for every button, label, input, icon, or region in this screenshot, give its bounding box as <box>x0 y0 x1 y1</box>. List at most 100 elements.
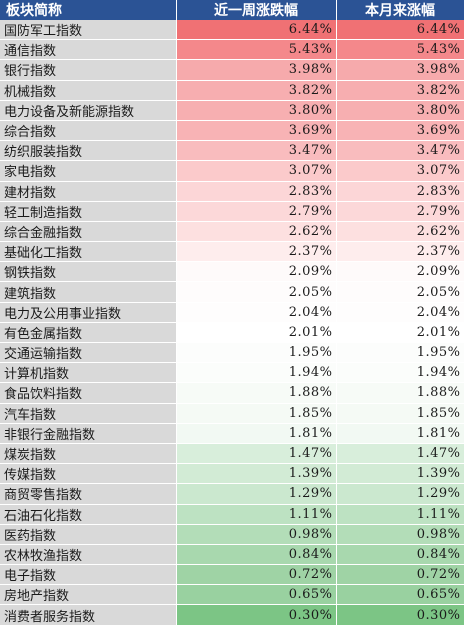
week-change-cell: 2.09% <box>176 261 337 283</box>
sector-name-cell: 综合指数 <box>0 120 177 142</box>
table-row: 钢铁指数 2.09% 2.09% <box>0 261 464 283</box>
table-row: 非银行金融指数 1.81% 1.81% <box>0 423 464 444</box>
table-row: 房地产指数 0.65% 0.65% <box>0 584 464 606</box>
sector-name-cell: 煤炭指数 <box>0 443 177 465</box>
sector-name-cell: 电子指数 <box>0 564 177 586</box>
table-row: 轻工制造指数 2.79% 2.79% <box>0 201 464 222</box>
week-change-cell: 0.84% <box>176 544 337 566</box>
table-row: 电子指数 0.72% 0.72% <box>0 564 464 586</box>
table-row: 电力设备及新能源指数 3.80% 3.80% <box>0 100 464 121</box>
table-row: 医药指数 0.98% 0.98% <box>0 524 464 545</box>
sector-name-cell: 电力设备及新能源指数 <box>0 100 177 121</box>
table-row: 农林牧渔指数 0.84% 0.84% <box>0 544 464 566</box>
month-change-cell: 1.85% <box>336 403 464 424</box>
month-change-cell: 6.44% <box>336 20 464 41</box>
week-change-cell: 1.29% <box>176 483 337 505</box>
sector-name-cell: 石油石化指数 <box>0 504 177 525</box>
week-change-cell: 2.83% <box>176 181 337 202</box>
sector-name-cell: 机械指数 <box>0 80 177 101</box>
sector-name-cell: 钢铁指数 <box>0 261 177 283</box>
month-change-cell: 3.07% <box>336 160 464 182</box>
table-row: 建筑指数 2.05% 2.05% <box>0 281 464 303</box>
month-change-cell: 1.47% <box>336 443 464 465</box>
table-row: 消费者服务指数 0.30% 0.30% <box>0 604 464 626</box>
table-row: 电力及公用事业指数 2.04% 2.04% <box>0 302 464 323</box>
sector-name-cell: 综合金融指数 <box>0 221 177 243</box>
week-change-cell: 2.01% <box>176 322 337 344</box>
month-change-cell: 0.72% <box>336 564 464 586</box>
month-change-cell: 2.83% <box>336 181 464 202</box>
month-change-cell: 2.37% <box>336 241 464 263</box>
table-row: 机械指数 3.82% 3.82% <box>0 80 464 101</box>
month-change-cell: 2.04% <box>336 302 464 323</box>
table-row: 石油石化指数 1.11% 1.11% <box>0 504 464 525</box>
month-change-cell: 0.30% <box>336 604 464 626</box>
sector-name-cell: 计算机指数 <box>0 362 177 384</box>
month-change-cell: 3.47% <box>336 140 464 162</box>
month-change-cell: 1.88% <box>336 382 464 404</box>
week-change-cell: 2.04% <box>176 302 337 323</box>
month-change-cell: 2.09% <box>336 261 464 283</box>
sector-name-cell: 汽车指数 <box>0 403 177 424</box>
table-row: 传媒指数 1.39% 1.39% <box>0 463 464 485</box>
week-change-cell: 0.30% <box>176 604 337 626</box>
sector-name-cell: 纺织服装指数 <box>0 140 177 162</box>
sector-name-cell: 农林牧渔指数 <box>0 544 177 566</box>
table-row: 家电指数 3.07% 3.07% <box>0 160 464 182</box>
table-row: 食品饮料指数 1.88% 1.88% <box>0 382 464 404</box>
sector-name-cell: 消费者服务指数 <box>0 604 177 626</box>
header-sector-name: 板块简称 <box>0 0 177 20</box>
week-change-cell: 1.81% <box>176 423 337 444</box>
week-change-cell: 2.37% <box>176 241 337 263</box>
week-change-cell: 3.07% <box>176 160 337 182</box>
month-change-cell: 3.80% <box>336 100 464 121</box>
month-change-cell: 2.05% <box>336 281 464 303</box>
week-change-cell: 6.44% <box>176 20 337 41</box>
sector-name-cell: 非银行金融指数 <box>0 423 177 444</box>
month-change-cell: 2.79% <box>336 201 464 222</box>
week-change-cell: 3.82% <box>176 80 337 101</box>
sector-name-cell: 商贸零售指数 <box>0 483 177 505</box>
table-body: 国防军工指数 6.44% 6.44% 通信指数 5.43% 5.43% 银行指数 3.98% 3… <box>0 20 464 626</box>
week-change-cell: 2.79% <box>176 201 337 222</box>
month-change-cell: 2.01% <box>336 322 464 344</box>
sector-name-cell: 医药指数 <box>0 524 177 545</box>
sector-name-cell: 轻工制造指数 <box>0 201 177 222</box>
sector-name-cell: 建材指数 <box>0 181 177 202</box>
table-row: 煤炭指数 1.47% 1.47% <box>0 443 464 465</box>
month-change-cell: 1.11% <box>336 504 464 525</box>
sector-name-cell: 建筑指数 <box>0 281 177 303</box>
sector-name-cell: 有色金属指数 <box>0 322 177 344</box>
week-change-cell: 2.62% <box>176 221 337 243</box>
table-row: 综合指数 3.69% 3.69% <box>0 120 464 142</box>
month-change-cell: 3.82% <box>336 80 464 101</box>
table-row: 汽车指数 1.85% 1.85% <box>0 403 464 424</box>
week-change-cell: 1.11% <box>176 504 337 525</box>
month-change-cell: 3.69% <box>336 120 464 142</box>
month-change-cell: 0.65% <box>336 584 464 606</box>
week-change-cell: 3.47% <box>176 140 337 162</box>
sector-name-cell: 家电指数 <box>0 160 177 182</box>
month-change-cell: 0.98% <box>336 524 464 545</box>
month-change-cell: 2.62% <box>336 221 464 243</box>
week-change-cell: 0.98% <box>176 524 337 545</box>
sector-name-cell: 食品饮料指数 <box>0 382 177 404</box>
week-change-cell: 1.88% <box>176 382 337 404</box>
sector-name-cell: 通信指数 <box>0 39 177 61</box>
month-change-cell: 0.84% <box>336 544 464 566</box>
table-row: 通信指数 5.43% 5.43% <box>0 39 464 61</box>
week-change-cell: 0.65% <box>176 584 337 606</box>
sector-name-cell: 基础化工指数 <box>0 241 177 263</box>
sector-name-cell: 交通运输指数 <box>0 342 177 364</box>
table-row: 商贸零售指数 1.29% 1.29% <box>0 483 464 505</box>
month-change-cell: 3.98% <box>336 59 464 81</box>
week-change-cell: 1.95% <box>176 342 337 364</box>
table-row: 综合金融指数 2.62% 2.62% <box>0 221 464 243</box>
sector-name-cell: 国防军工指数 <box>0 20 177 41</box>
month-change-cell: 5.43% <box>336 39 464 61</box>
header-row: 板块简称 近一周涨跌幅 本月来涨幅 <box>0 0 464 20</box>
header-week-change: 近一周涨跌幅 <box>176 0 337 20</box>
sector-name-cell: 传媒指数 <box>0 463 177 485</box>
sector-name-cell: 电力及公用事业指数 <box>0 302 177 323</box>
